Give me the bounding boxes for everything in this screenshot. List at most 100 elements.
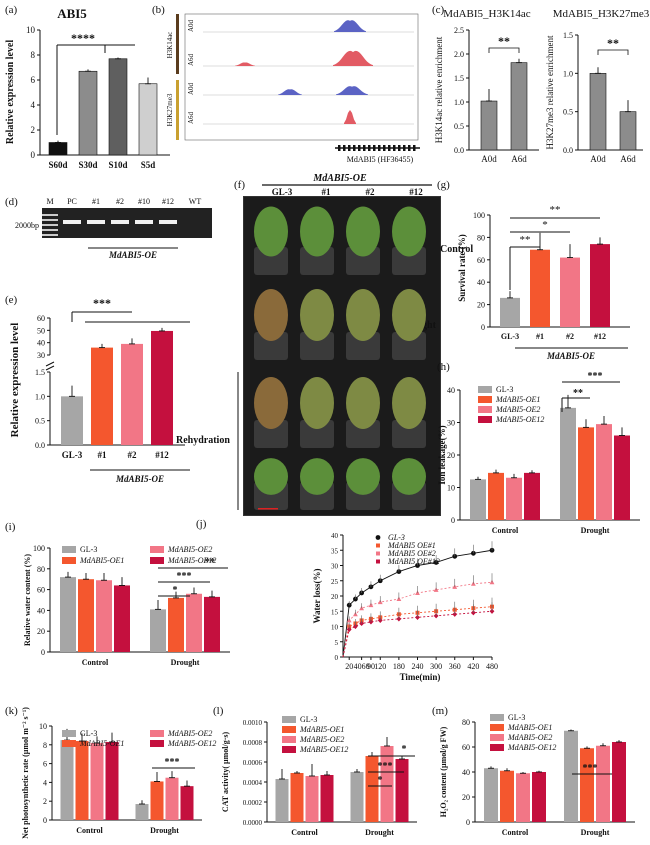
j-xtick-label: 360: [449, 662, 461, 671]
h-bar-Drought-0: [560, 407, 576, 520]
f-plant: [300, 458, 334, 495]
m-legend-label: GL-3: [508, 713, 525, 722]
g-y-tick-label: 60: [477, 256, 485, 265]
b-track-name: H3K27me3: [166, 93, 174, 126]
d-marker-label: 2000bp: [15, 221, 39, 230]
e-tick-label: 60: [37, 314, 45, 323]
i-bar-Control-1: [78, 579, 94, 652]
j-xtick-label: 300: [430, 662, 442, 671]
h-bar-Drought-2: [596, 424, 612, 520]
k-ylabel: Net photosynthetic rate (µmol m⁻² s⁻¹): [21, 707, 30, 839]
c1-sig: **: [498, 34, 510, 48]
h-bar-Control-2: [506, 477, 522, 520]
i-y-tick-label: 20: [37, 627, 45, 636]
k-bar-Control-2: [90, 742, 104, 820]
c1-xtick-label: A6d: [511, 154, 527, 164]
m-legend-swatch: [490, 714, 504, 721]
e-tick-label: 40: [37, 339, 45, 348]
m-legend-label: MdABI5-OE12: [507, 743, 556, 752]
k-legend-label: MdABI5-OE1: [79, 739, 124, 748]
f-plant: [300, 377, 334, 429]
i-legend-label: MdABI5-OE2: [167, 545, 212, 554]
h-bar-Control-3: [524, 472, 540, 520]
b-exon: [403, 145, 406, 151]
f-pot: [346, 247, 380, 275]
f-plant: [392, 289, 426, 341]
i-legend-label: GL-3: [80, 545, 97, 554]
g-xtick-label: #1: [536, 332, 544, 341]
i-bar-Drought-2: [186, 593, 202, 652]
d-ladder-band: [42, 219, 58, 221]
h-ylabel: Ion leakage(%): [437, 425, 447, 484]
e-tick-label: 1.5: [35, 368, 45, 377]
h-bar-Control-0: [470, 479, 486, 520]
b-exon: [348, 145, 351, 151]
f-row-label: Rehydration: [176, 435, 230, 446]
m-legend-swatch: [490, 734, 504, 741]
b-peak-5: [344, 110, 356, 124]
panel-label-e: (e): [5, 294, 18, 306]
a-bar-S5d: [138, 83, 158, 156]
panel-label-l: (l): [213, 705, 224, 717]
l-legend-swatch: [282, 736, 296, 743]
i-y-tick-label: 0: [41, 648, 45, 657]
f-col-label: GL-3: [272, 187, 293, 197]
c2-y-tick-label: 0.0: [563, 146, 573, 155]
j-ylabel: Water loss(%): [312, 568, 322, 623]
i-bar-Control-3: [114, 585, 130, 652]
panel-label-j: (j): [196, 518, 207, 530]
g-y-tick-label: 20: [477, 301, 485, 310]
j-legend-label: MdABI5 OE#2: [387, 549, 436, 558]
d-ladder-band: [42, 229, 58, 231]
k-legend-label: MdABI5-OE12: [167, 739, 216, 748]
c1-ylabel: H3K14ac relative enrichment: [434, 36, 444, 143]
k-y-tick-label: 0: [43, 816, 47, 825]
l-y-tick-label: 0.0002: [243, 799, 263, 807]
k-bar-Drought-3: [180, 786, 194, 820]
i-y-tick-label: 80: [37, 565, 45, 574]
m-bar-Control-1: [500, 770, 514, 822]
d-lane-label: #1: [92, 197, 100, 206]
d-band: [87, 220, 105, 224]
l-bar-Control-3: [320, 775, 334, 822]
f-plant: [346, 377, 380, 429]
m-ylabel: H₂O₂ content (µmol/g FW): [439, 726, 448, 817]
h-sig: ***: [588, 371, 603, 382]
f-plant: [346, 289, 380, 341]
c1-y-tick-label: 0.5: [454, 122, 464, 131]
c1-sig-bracket: [488, 47, 520, 53]
i-legend-swatch: [62, 546, 76, 553]
e-tick-label: 1.0: [35, 392, 45, 401]
b-row-label: A6d: [187, 111, 195, 124]
j-point: [452, 611, 458, 617]
j-point: [368, 619, 374, 625]
b-exon: [378, 145, 381, 151]
j-xtick-label: 4060: [354, 662, 370, 671]
d-ladder-band: [42, 224, 58, 226]
j-xtick-label: 480: [486, 662, 498, 671]
a-bar-S30d: [78, 70, 98, 156]
l-bar-Control-2: [305, 776, 319, 822]
h-legend-swatch: [478, 396, 492, 403]
i-legend-swatch: [150, 546, 164, 553]
panel-label-i: (i): [5, 521, 16, 533]
f-plant: [300, 289, 334, 341]
c1-bar-A0d: [480, 100, 498, 151]
h-legend-swatch: [478, 416, 492, 423]
g-bar-GL-3: [500, 297, 520, 327]
d-band: [159, 220, 177, 224]
j-xtick-label: 180: [393, 662, 405, 671]
a-y-tick-label: 0: [31, 150, 36, 160]
b-row-label: A0d: [187, 82, 195, 95]
m-y-tick-label: 40: [462, 768, 470, 777]
f-plant: [346, 206, 380, 257]
a-sig: ****: [71, 31, 95, 45]
e-bar-GL-3: [61, 396, 83, 445]
f-col-label: #12: [409, 187, 423, 197]
d-lane-label: M: [46, 197, 53, 206]
m-bar-Drought-1: [580, 748, 594, 822]
c2-sig-bracket: [597, 49, 629, 55]
a-xtick-label: S5d: [141, 160, 156, 170]
l-legend-label: MdABI5-OE1: [299, 725, 344, 734]
k-bar-Drought-1: [150, 781, 164, 820]
